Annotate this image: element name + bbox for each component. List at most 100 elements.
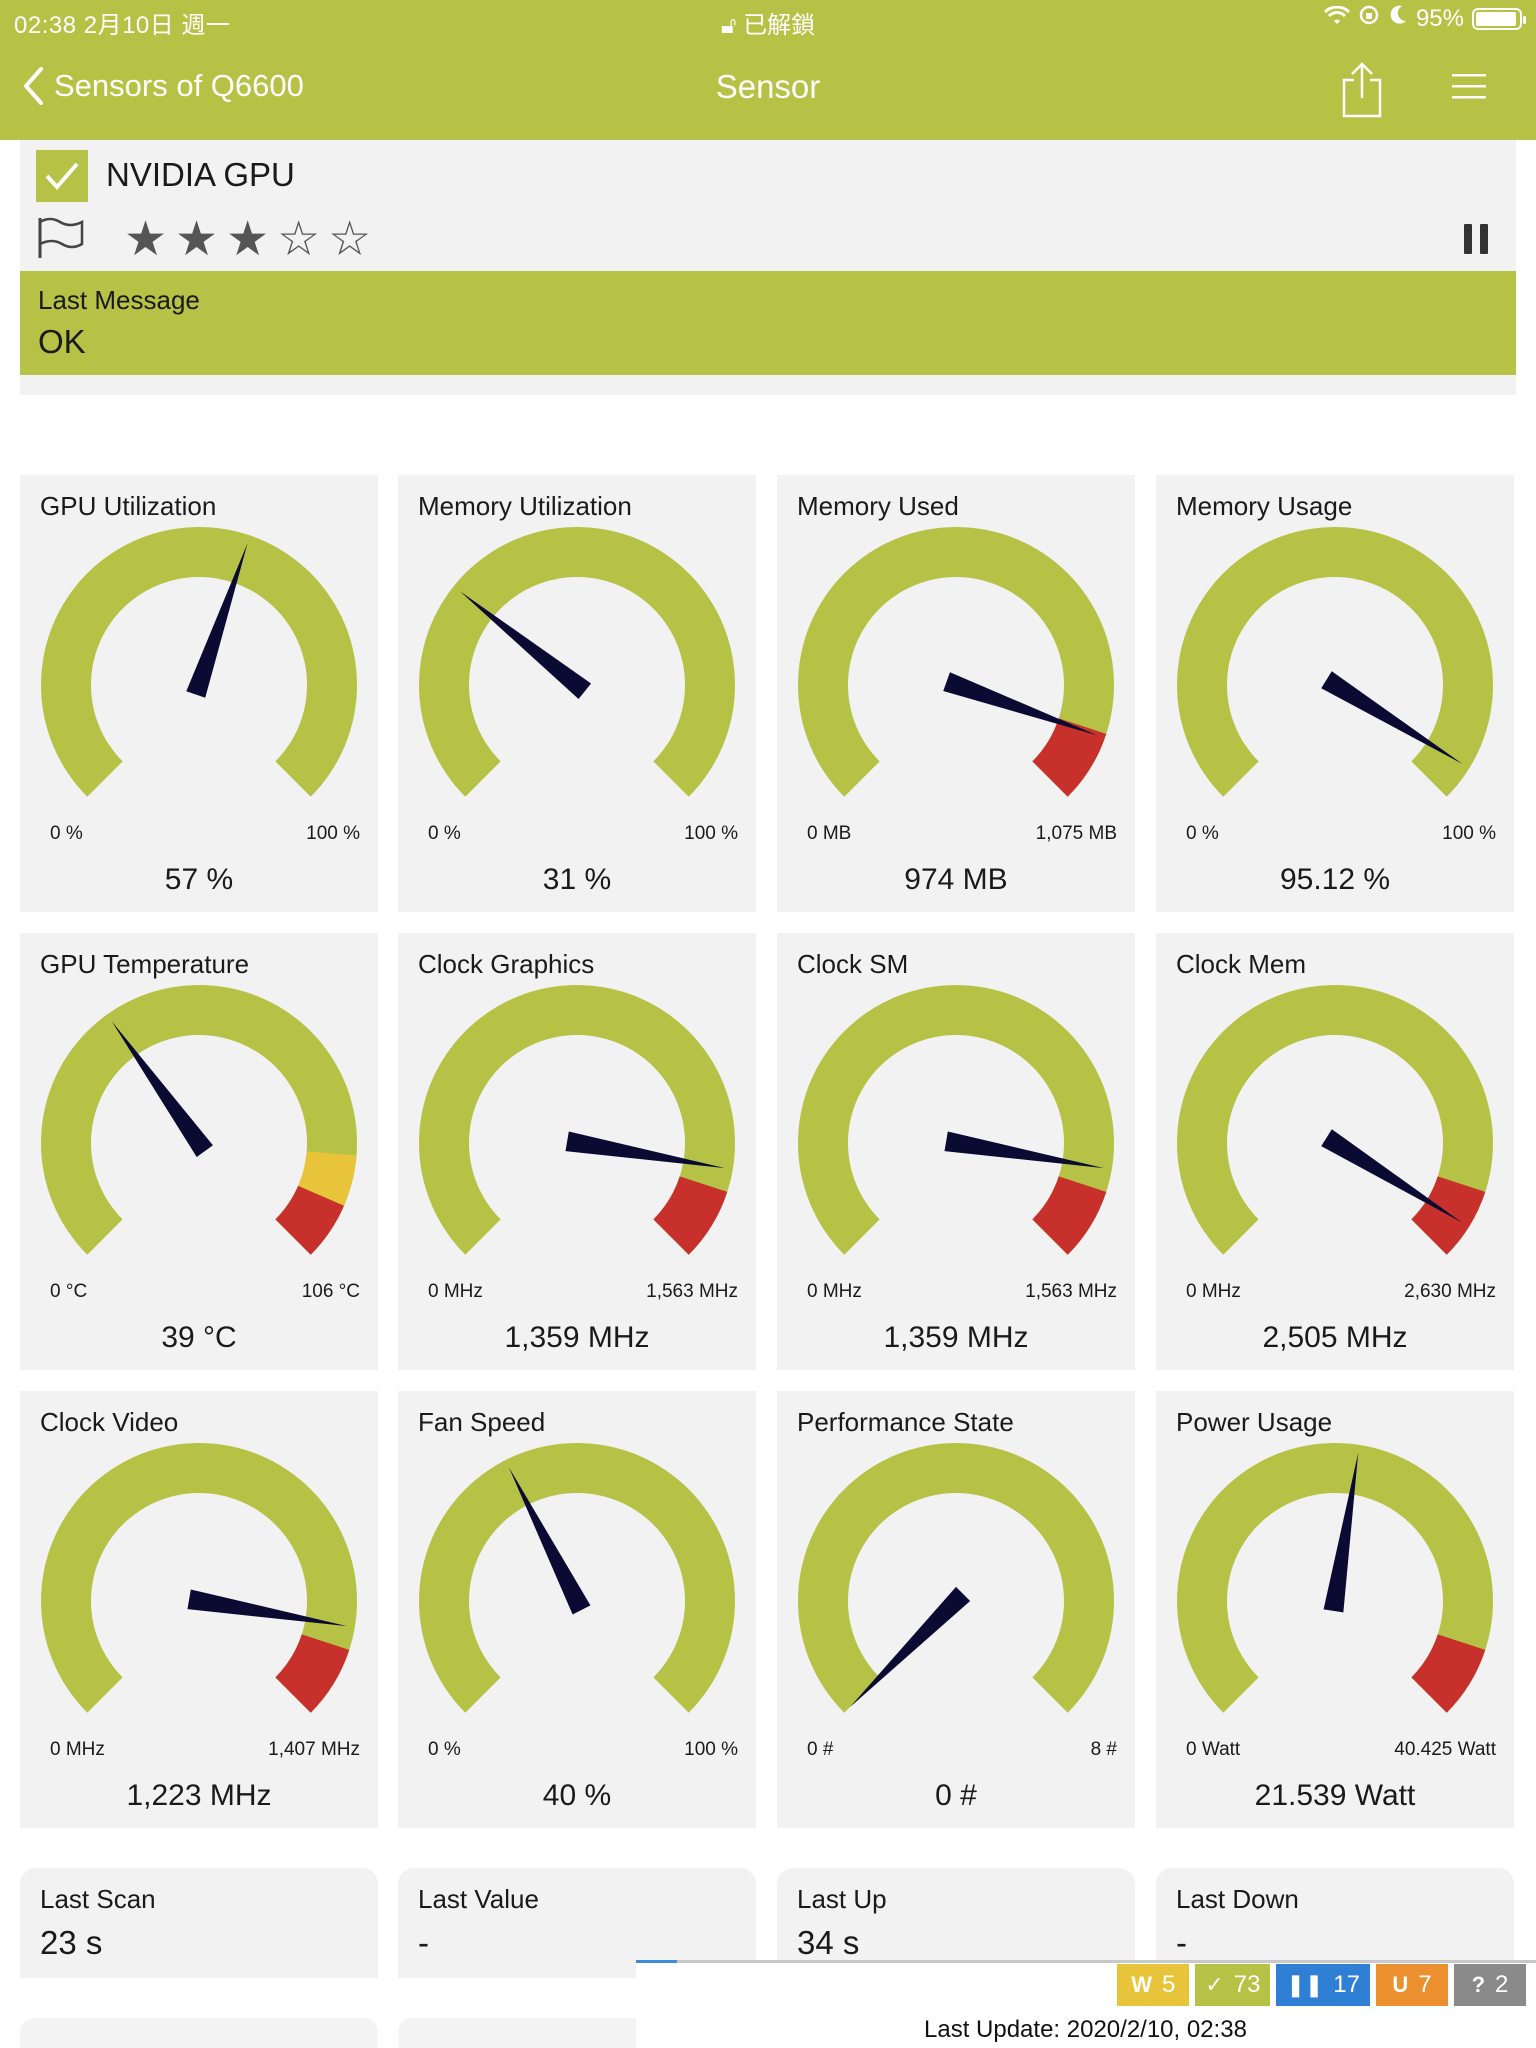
gauge-min-label: 0 MHz — [1186, 1281, 1241, 1302]
back-button[interactable]: Sensors of Q6600 — [22, 66, 304, 106]
battery-fill — [1476, 11, 1516, 26]
gauge-card[interactable]: Clock Graphics 0 MHz 1,563 MHz 1,359 MHz — [398, 933, 756, 1370]
gauge-max-label: 100 % — [306, 823, 360, 844]
footer-bar: W 5 ✓ 73 ❚❚ 17 U 7? 2 Last Update: 2020/2/10, 02… — [636, 1960, 1536, 2048]
gauge-value: 1,359 MHz — [504, 1321, 650, 1354]
info-value: 23 s — [40, 1924, 103, 1961]
gauge-dial — [1177, 527, 1493, 797]
gauge-needle — [1321, 671, 1463, 764]
badge-glyph: U — [1392, 1972, 1409, 1997]
priority-stars[interactable]: ★ ★ ★ ☆ ☆ — [124, 216, 371, 264]
gauge-value: 40 % — [542, 1779, 612, 1812]
gauge-needle — [459, 591, 592, 700]
gauge-max-label: 1,563 MHz — [646, 1281, 738, 1302]
nav-bar: Sensors of Q6600 Sensor — [0, 50, 1536, 130]
badge-count: 17 — [1333, 1971, 1360, 1998]
gauge-card[interactable]: Memory Used 0 MB 1,075 MB 974 MB — [777, 475, 1135, 912]
info-label: Last Down — [1176, 1884, 1299, 1914]
badge-count: 2 — [1495, 1971, 1509, 1998]
last-message-label: Last Message — [38, 285, 200, 315]
gauge-value: 39 °C — [161, 1321, 237, 1354]
gauge-value: 974 MB — [904, 863, 1008, 896]
gauge-band — [41, 527, 358, 797]
gauge-title: Memory Used — [797, 491, 959, 521]
status-badge[interactable]: ? 2 — [1454, 1964, 1526, 2006]
gauge-max-label: 100 % — [1442, 823, 1496, 844]
refresh-progress — [636, 1960, 1536, 1963]
flag-button[interactable] — [36, 216, 88, 265]
gauge-card[interactable]: Power Usage 0 Watt 40.425 Watt 21.539 Watt — [1156, 1391, 1514, 1828]
pause-button[interactable] — [1462, 222, 1490, 261]
lock-text: 已解鎖 — [743, 12, 816, 39]
gauge-card[interactable]: Fan Speed 0 % 100 % 40 % — [398, 1391, 756, 1828]
share-button[interactable] — [1340, 60, 1384, 125]
status-badge[interactable]: ✓ 73 — [1195, 1964, 1271, 2006]
gauge-card[interactable]: Memory Usage 0 % 100 % 95.12 % — [1156, 475, 1514, 912]
gauge-card[interactable]: Performance State 0 # 8 # 0 # — [777, 1391, 1135, 1828]
gauge-dial — [41, 1443, 358, 1713]
gauge-dial — [419, 985, 735, 1255]
gauge-band — [798, 985, 1114, 1255]
gauge-max-label: 106 °C — [301, 1281, 360, 1302]
pause-icon — [1464, 224, 1488, 254]
check-icon — [45, 162, 79, 191]
gauge-card[interactable]: Clock SM 0 MHz 1,563 MHz 1,359 MHz — [777, 933, 1135, 1370]
gauge-max-label: 1,407 MHz — [268, 1739, 360, 1760]
star-filled-icon[interactable]: ★ — [124, 213, 168, 266]
status-lock: 🔓︎ 已解鎖 — [0, 5, 1536, 40]
status-badge[interactable]: ❚❚ 17 — [1276, 1964, 1370, 2006]
gauge-min-label: 0 % — [1186, 823, 1219, 844]
gauge-danger-zone — [1032, 1176, 1107, 1255]
gauge-min-label: 0 °C — [50, 1281, 88, 1302]
sensor-header-card: NVIDIA GPU ★ ★ ★ ☆ ☆ Last Message OK — [20, 140, 1516, 395]
info-label: Last Value — [418, 1884, 539, 1914]
top-bar: 02:38 2月10日 週一 🔓︎ 已解鎖 95% Sensors of Q66… — [0, 0, 1536, 140]
wifi-icon — [1323, 5, 1351, 33]
gauge-max-label: 1,075 MB — [1035, 823, 1117, 844]
gauge-needle — [1321, 1129, 1463, 1223]
gauge-min-label: 0 % — [50, 823, 83, 844]
gauge-title: Clock Mem — [1176, 949, 1307, 979]
gauge-needle — [187, 1589, 347, 1627]
gauge-card[interactable]: GPU Utilization 0 % 100 % 57 % — [20, 475, 378, 912]
gauge-card[interactable]: Clock Mem 0 MHz 2,630 MHz 2,505 MHz — [1156, 933, 1514, 1370]
gauge-max-label: 1,563 MHz — [1025, 1281, 1117, 1302]
badge-glyph: ❚❚ — [1286, 1972, 1324, 1997]
last-message-value: OK — [38, 323, 86, 360]
star-empty-icon[interactable]: ☆ — [277, 213, 321, 266]
gauge-value: 95.12 % — [1279, 863, 1391, 896]
gauge-value: 21.539 Watt — [1254, 1779, 1416, 1812]
gauge-card[interactable]: GPU Temperature 0 °C 106 °C 39 °C — [20, 933, 378, 1370]
gauge-dial — [1177, 985, 1493, 1255]
gauge-dial — [41, 985, 358, 1255]
badge-glyph: W — [1131, 1972, 1152, 1997]
sensor-checkbox[interactable] — [36, 150, 88, 202]
gauge-dial — [798, 527, 1114, 797]
gauge-dial — [419, 527, 735, 797]
status-time-date: 02:38 2月10日 週一 — [14, 12, 231, 39]
star-filled-icon[interactable]: ★ — [226, 213, 270, 266]
gauge-min-label: 0 % — [428, 1739, 461, 1760]
gauge-needle — [508, 1467, 591, 1615]
refresh-progress-fill — [636, 1960, 677, 1963]
star-filled-icon[interactable]: ★ — [175, 213, 219, 266]
gauge-card[interactable]: Clock Video 0 MHz 1,407 MHz 1,223 MHz — [20, 1391, 378, 1828]
gauge-card[interactable]: Memory Utilization 0 % 100 % 31 % — [398, 475, 756, 912]
gauge-min-label: 0 MHz — [807, 1281, 862, 1302]
gauge-warning-zone — [298, 1151, 357, 1206]
star-empty-icon[interactable]: ☆ — [328, 213, 372, 266]
gauge-band — [41, 1443, 358, 1713]
gauge-min-label: 0 MHz — [50, 1739, 105, 1760]
gauge-value: 0 # — [935, 1779, 977, 1812]
status-bar: 02:38 2月10日 週一 🔓︎ 已解鎖 95% — [0, 0, 1536, 40]
gauge-band — [1177, 527, 1493, 797]
badge-glyph: ? — [1471, 1972, 1486, 1997]
menu-button[interactable] — [1450, 72, 1490, 107]
gauge-danger-zone — [1032, 718, 1107, 797]
last-update: Last Update: 2020/2/10, 02:38 — [924, 2016, 1247, 2043]
gauge-title: Clock SM — [797, 949, 909, 979]
moon-icon — [1388, 4, 1408, 33]
gauge-band — [798, 527, 1114, 797]
